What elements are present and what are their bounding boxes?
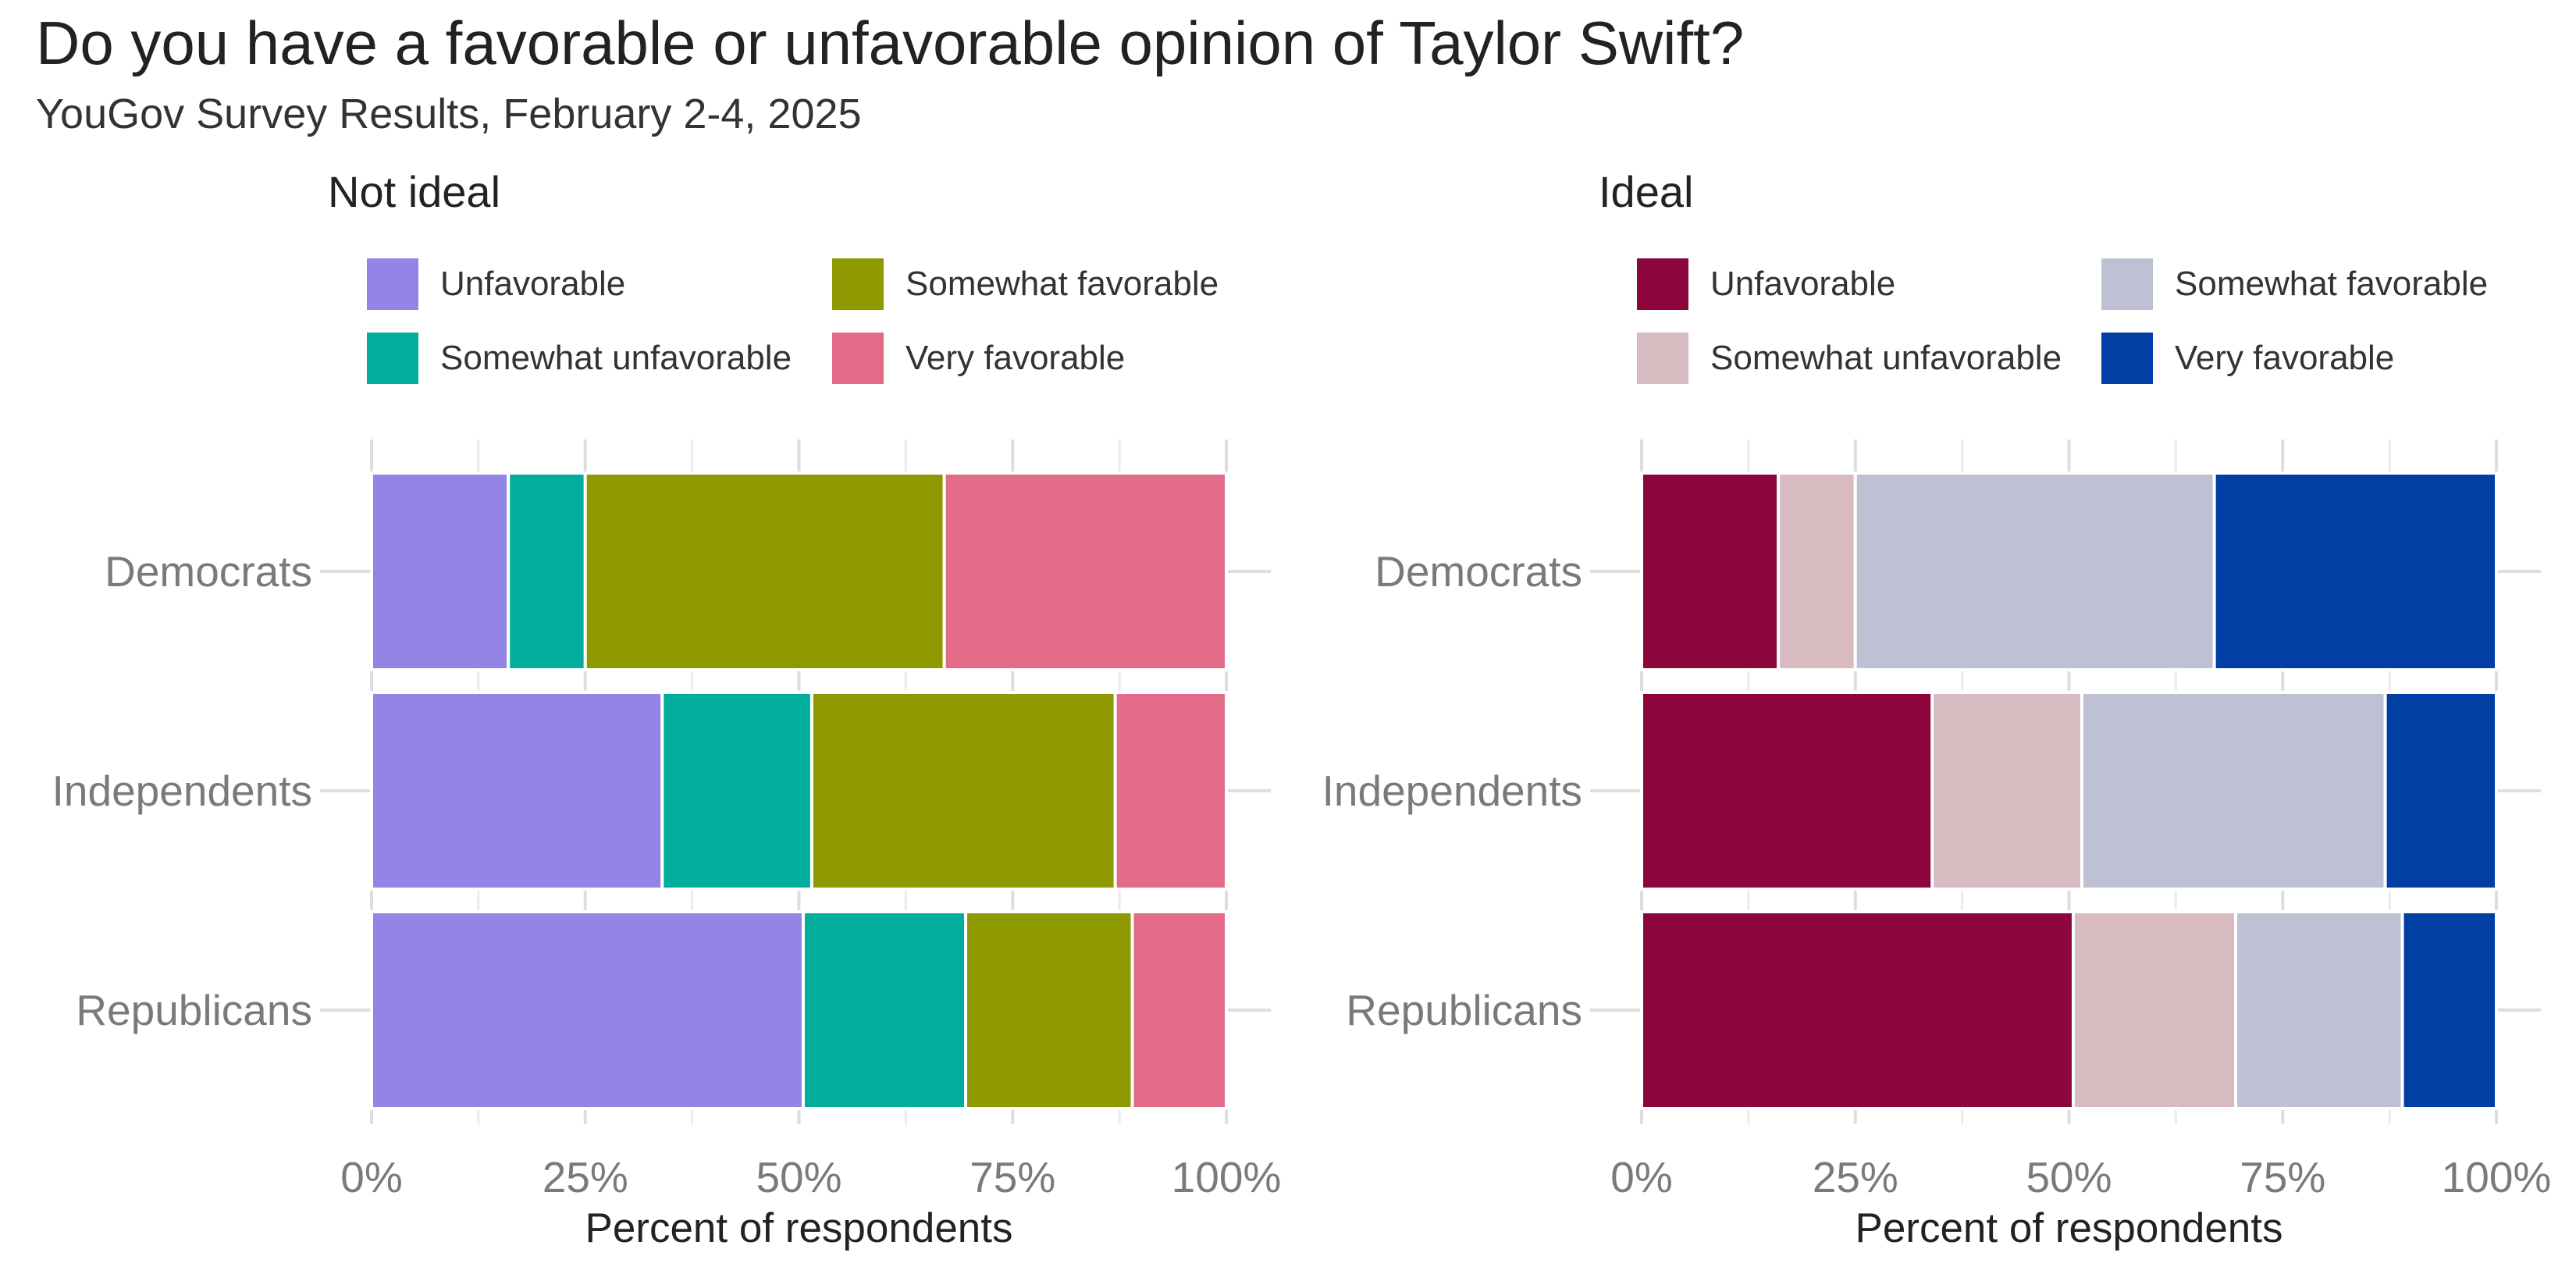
bar-segment-republicans-very-favorable bbox=[1130, 910, 1229, 1110]
legend-item-unfavorable: Unfavorable bbox=[367, 258, 625, 310]
legend-label: Very favorable bbox=[906, 339, 1126, 377]
x-tick-label: 100% bbox=[1172, 1153, 1282, 1201]
x-tick-label: 100% bbox=[2442, 1153, 2552, 1201]
legend-swatch bbox=[1637, 258, 1688, 310]
x-tick-label: 75% bbox=[2240, 1153, 2325, 1201]
x-tick-label: 50% bbox=[756, 1153, 841, 1201]
legend-label: Unfavorable bbox=[440, 265, 626, 303]
x-tick-label: 0% bbox=[340, 1153, 403, 1201]
category-label: Independents bbox=[52, 767, 312, 815]
legend-item-somewhat-unfavorable: Somewhat unfavorable bbox=[367, 333, 792, 384]
category-label: Republicans bbox=[1346, 986, 1582, 1034]
bar-segment-republicans-somewhat-favorable bbox=[2234, 910, 2404, 1110]
bar-segment-republicans-somewhat-favorable bbox=[964, 910, 1134, 1110]
legend-label: Somewhat unfavorable bbox=[1710, 339, 2062, 377]
x-tick-label: 75% bbox=[970, 1153, 1055, 1201]
legend-swatch bbox=[2101, 333, 2153, 384]
legend-swatch bbox=[1637, 333, 1688, 384]
bar-segment-democrats-unfavorable bbox=[1640, 471, 1781, 671]
bar-segment-democrats-very-favorable bbox=[942, 471, 1229, 671]
legend-swatch bbox=[832, 258, 884, 310]
legend-swatch bbox=[367, 258, 418, 310]
bar-segment-democrats-unfavorable bbox=[370, 471, 511, 671]
bar-segment-republicans-somewhat-unfavorable bbox=[801, 910, 968, 1110]
bar-segment-republicans-somewhat-unfavorable bbox=[2071, 910, 2238, 1110]
legend-swatch bbox=[367, 333, 418, 384]
legend-item-somewhat-favorable: Somewhat favorable bbox=[2101, 258, 2488, 310]
category-label: Democrats bbox=[105, 547, 312, 596]
bar-segment-independents-unfavorable bbox=[370, 691, 664, 891]
category-label: Democrats bbox=[1375, 547, 1582, 596]
bar-segment-democrats-somewhat-unfavorable bbox=[507, 471, 587, 671]
bar-segment-republicans-unfavorable bbox=[370, 910, 805, 1110]
legend-label: Very favorable bbox=[2175, 339, 2395, 377]
bar-segment-democrats-somewhat-unfavorable bbox=[1777, 471, 1857, 671]
bar-segment-independents-somewhat-favorable bbox=[809, 691, 1117, 891]
legend-swatch bbox=[2101, 258, 2153, 310]
bar-segment-independents-somewhat-unfavorable bbox=[1930, 691, 2083, 891]
category-label: Independents bbox=[1322, 767, 1582, 815]
x-tick-label: 50% bbox=[2026, 1153, 2112, 1201]
legend-swatch bbox=[832, 333, 884, 384]
x-tick-label: 25% bbox=[1813, 1153, 1898, 1201]
panel-title-ideal: Ideal bbox=[1599, 167, 1694, 216]
x-axis-title: Percent of respondents bbox=[1855, 1205, 2282, 1251]
bar-segment-republicans-very-favorable bbox=[2400, 910, 2499, 1110]
x-tick-label: 25% bbox=[543, 1153, 628, 1201]
legend-item-very-favorable: Very favorable bbox=[832, 333, 1125, 384]
bar-segment-democrats-somewhat-favorable bbox=[1853, 471, 2216, 671]
chart-title: Do you have a favorable or unfavorable o… bbox=[36, 9, 1745, 77]
x-tick-label: 0% bbox=[1610, 1153, 1673, 1201]
chart-subtitle: YouGov Survey Results, February 2-4, 202… bbox=[36, 91, 862, 137]
legend-label: Somewhat favorable bbox=[2175, 265, 2489, 303]
bar-segment-democrats-somewhat-favorable bbox=[583, 471, 946, 671]
legend-item-somewhat-unfavorable: Somewhat unfavorable bbox=[1637, 333, 2062, 384]
bar-segment-republicans-unfavorable bbox=[1640, 910, 2075, 1110]
legend-label: Somewhat unfavorable bbox=[440, 339, 792, 377]
bar-segment-democrats-very-favorable bbox=[2212, 471, 2498, 671]
legend-label: Somewhat favorable bbox=[906, 265, 1219, 303]
panel-title-not-ideal: Not ideal bbox=[328, 167, 501, 216]
legend-item-unfavorable: Unfavorable bbox=[1637, 258, 1895, 310]
bar-segment-independents-very-favorable bbox=[1113, 691, 1229, 891]
category-label: Republicans bbox=[76, 986, 312, 1034]
legend-item-very-favorable: Very favorable bbox=[2101, 333, 2394, 384]
bar-segment-independents-very-favorable bbox=[2383, 691, 2498, 891]
x-axis-title: Percent of respondents bbox=[585, 1205, 1012, 1251]
legend-item-somewhat-favorable: Somewhat favorable bbox=[832, 258, 1219, 310]
bar-segment-independents-unfavorable bbox=[1640, 691, 1934, 891]
bar-segment-independents-somewhat-unfavorable bbox=[660, 691, 813, 891]
bar-segment-independents-somewhat-favorable bbox=[2080, 691, 2387, 891]
legend-label: Unfavorable bbox=[1710, 265, 1896, 303]
